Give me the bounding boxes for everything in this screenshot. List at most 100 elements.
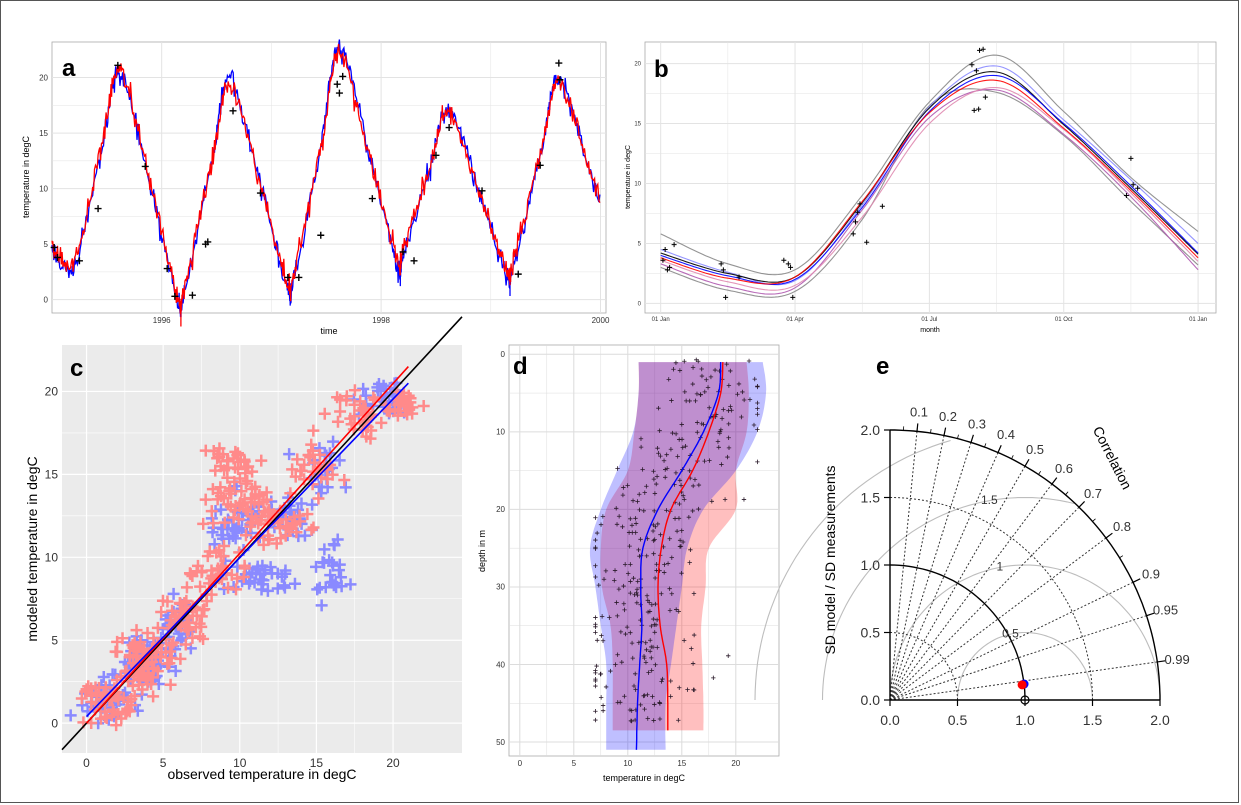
- observation-point: [662, 246, 668, 252]
- observation-point: [637, 507, 642, 513]
- observation-point: [623, 631, 628, 637]
- rms-arc-label: 1.5: [981, 493, 998, 507]
- observation-point: [50, 243, 58, 251]
- scatter-point: [132, 674, 145, 687]
- observation-point: [593, 515, 598, 520]
- observation-point: [75, 257, 83, 265]
- scatter-point: [311, 583, 324, 596]
- observation-point: [690, 483, 696, 489]
- panel-a-tick-labels: 1996 1998 2000 0 5 10 15 20: [39, 73, 610, 325]
- scatter-point: [169, 664, 182, 677]
- scatter-point: [290, 526, 303, 539]
- observation-point: [855, 209, 861, 215]
- observation-point: [662, 570, 667, 575]
- scatter-point: [168, 611, 181, 624]
- observation-point: [636, 547, 641, 553]
- scatter-point: [130, 624, 143, 637]
- observation-point: [668, 678, 673, 684]
- x-axis-tick-label: 0.5: [948, 712, 968, 728]
- observation-point: [229, 107, 237, 115]
- observation-point: [977, 47, 983, 53]
- observation-point: [655, 521, 661, 527]
- panel-e-ylabel: SD model / SD measurements: [822, 465, 838, 654]
- scatter-point: [301, 508, 314, 521]
- scatter-point: [354, 395, 367, 408]
- observation-point: [615, 613, 620, 619]
- y-axis-tick-label: 1.0: [861, 557, 881, 573]
- correlation-ray: [889, 435, 945, 701]
- observation-point: [656, 406, 661, 411]
- observation-point: [649, 655, 654, 661]
- observation-point: [647, 609, 653, 614]
- observation-point: [598, 671, 604, 677]
- scatter-point: [334, 571, 347, 584]
- observation-point: [696, 506, 701, 512]
- panel-c-grid: [62, 345, 462, 753]
- observation-point: [600, 708, 606, 713]
- scatter-point: [399, 405, 412, 418]
- observation-point: [696, 359, 701, 364]
- y-tick-label: 0: [51, 716, 58, 730]
- scatter-point: [263, 503, 276, 516]
- observation-point: [628, 590, 633, 596]
- observation-point: [594, 663, 599, 669]
- scatter-point: [147, 632, 160, 645]
- scatter-point: [324, 569, 337, 582]
- x-tick-label: 5: [160, 756, 167, 770]
- scatter-point: [321, 472, 334, 485]
- scatter-point: [280, 520, 293, 533]
- observation-point: [598, 695, 604, 700]
- correlation-ray: [889, 615, 1147, 701]
- observation-point: [728, 368, 733, 374]
- observation-point: [625, 483, 630, 488]
- observation-point: [622, 562, 628, 567]
- observation-point: [726, 653, 731, 659]
- observation-point: [662, 475, 668, 480]
- panel-a-grid: [52, 42, 606, 313]
- panel-d-label: d: [513, 353, 528, 380]
- scatter-point: [375, 416, 388, 429]
- scatter-point: [184, 568, 197, 581]
- scatter-point: [306, 444, 319, 457]
- model-point: [1017, 680, 1027, 690]
- scatter-point: [339, 481, 352, 494]
- scatter-point: [327, 579, 340, 592]
- observation-point: [982, 94, 988, 100]
- observation-point: [1135, 185, 1141, 191]
- x-tick-label: 0: [518, 759, 523, 768]
- observation-point: [711, 675, 716, 681]
- observation-point: [671, 367, 676, 372]
- scatter-point: [305, 523, 318, 536]
- y-axis-tick-label: 0.0: [861, 692, 881, 708]
- observation-point: [653, 662, 658, 667]
- observation-point: [658, 532, 663, 537]
- observation-point: [600, 638, 606, 643]
- panel-d-grid: [509, 345, 779, 756]
- observation-point: [691, 687, 697, 693]
- scatter-point: [189, 621, 202, 634]
- observation-point: [720, 267, 726, 273]
- observation-point: [725, 454, 730, 460]
- correlation-minor-tick: [943, 431, 946, 436]
- observation-point: [736, 381, 742, 387]
- observation-point: [627, 543, 632, 549]
- scatter-point: [334, 405, 347, 418]
- correlation-ray: [889, 452, 999, 701]
- observation-point: [719, 416, 725, 421]
- observation-point: [659, 679, 664, 684]
- scatter-point: [213, 544, 226, 557]
- observation-point: [637, 492, 642, 497]
- observation-point: [689, 646, 694, 651]
- observation-point: [556, 76, 564, 84]
- y-tick-label: 10: [496, 428, 505, 437]
- observation-point: [654, 562, 659, 567]
- panel-c-xlabel: observed temperature in degC: [167, 766, 356, 782]
- observation-point: [633, 521, 639, 526]
- y-tick-label: 5: [638, 242, 642, 248]
- scatter-point: [319, 581, 332, 594]
- rms-arc: [821, 496, 1075, 701]
- observation-point: [663, 467, 668, 472]
- observation-point: [669, 591, 675, 596]
- fit-curve: [660, 86, 1199, 291]
- observation-point: [613, 662, 618, 667]
